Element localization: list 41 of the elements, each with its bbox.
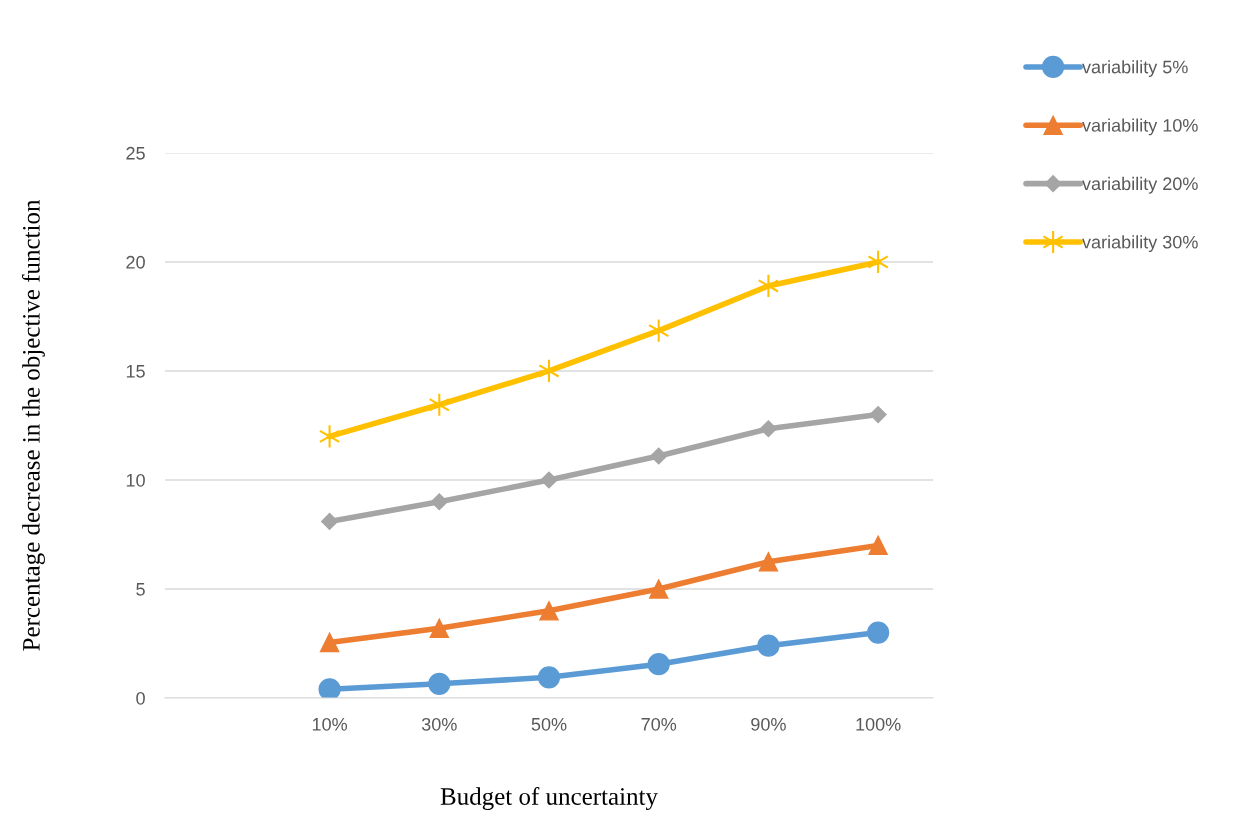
- legend-label: variability 20%: [1082, 176, 1198, 194]
- point: [540, 471, 558, 489]
- x-tick-label: 10%: [312, 717, 348, 731]
- point: [319, 632, 340, 653]
- point: [430, 493, 448, 511]
- point: [429, 618, 450, 638]
- point: [867, 249, 889, 275]
- x-tick-label: 70%: [641, 717, 677, 731]
- point: [318, 678, 341, 699]
- point: [428, 672, 451, 695]
- point: [757, 634, 780, 657]
- point: [648, 318, 670, 343]
- point: [759, 420, 777, 438]
- x-tick-label: 100%: [856, 717, 901, 731]
- point: [869, 406, 887, 424]
- x-tick-label: 50%: [531, 717, 567, 731]
- point: [868, 535, 888, 556]
- point: [321, 512, 339, 530]
- point: [758, 552, 779, 572]
- point: [650, 447, 668, 465]
- point: [539, 601, 559, 621]
- legend-label: variability 10%: [1082, 118, 1198, 136]
- point: [648, 579, 669, 599]
- y-tick-label: 25: [126, 146, 145, 160]
- point: [538, 358, 560, 384]
- legend-label: variability 30%: [1082, 235, 1198, 253]
- y-tick-label: 0: [136, 691, 145, 705]
- point: [647, 653, 670, 676]
- y-tick-label: 5: [136, 583, 145, 596]
- y-tick-label: 15: [126, 365, 145, 378]
- legend-label: variability 5%: [1082, 60, 1188, 77]
- x-tick-label: 90%: [751, 717, 786, 731]
- point: [537, 666, 561, 689]
- point: [428, 392, 450, 417]
- y-tick-label: 10: [126, 473, 145, 487]
- y-axis-title: Percentage decrease in the objective function: [21, 199, 45, 651]
- x-axis-title: Budget of uncertainty: [440, 787, 658, 811]
- y-tick-label: 20: [126, 255, 145, 269]
- x-tick-label: 30%: [421, 717, 457, 731]
- point: [318, 424, 341, 449]
- point: [867, 621, 890, 644]
